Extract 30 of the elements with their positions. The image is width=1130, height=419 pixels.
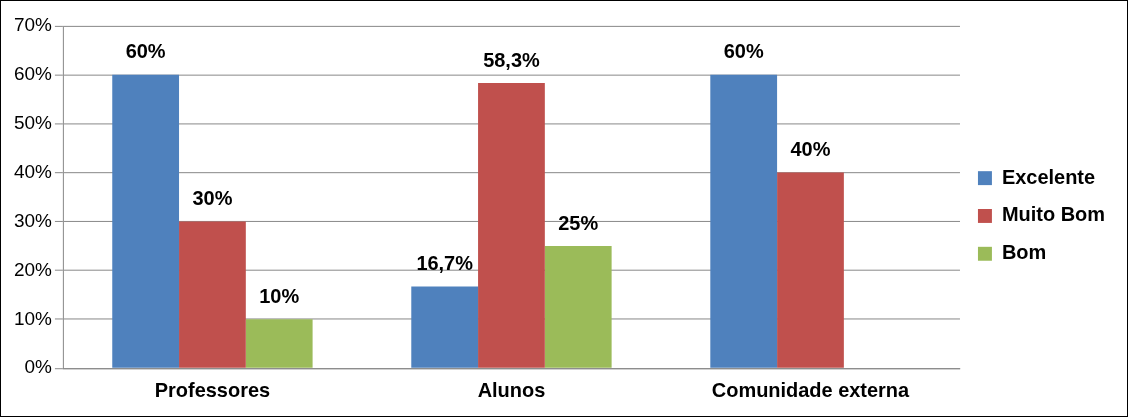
y-tick-label: 20% (14, 258, 53, 280)
data-label: 25% (558, 211, 599, 234)
x-tick-label: Alunos (477, 378, 546, 401)
data-label: 10% (259, 284, 300, 307)
bar (478, 83, 545, 368)
y-tick-label: 30% (14, 209, 53, 231)
x-tick-label: Professores (154, 378, 271, 401)
bar (544, 245, 612, 368)
bar (179, 221, 246, 368)
data-label: 58,3% (483, 48, 541, 71)
x-tick-label: Comunidade externa (711, 378, 911, 401)
data-label: 40% (790, 138, 831, 161)
bar (112, 74, 180, 368)
y-tick-label: 0% (24, 356, 53, 378)
y-tick-label: 10% (14, 307, 53, 329)
bar (245, 319, 313, 368)
bar (710, 74, 778, 368)
legend-label: Muito Bom (1001, 203, 1105, 226)
data-label: 60% (723, 40, 764, 63)
data-label: 16,7% (416, 252, 474, 275)
legend-label: Excelente (1001, 165, 1096, 188)
y-tick-label: 50% (14, 111, 53, 133)
legend-label: Bom (1001, 241, 1047, 264)
y-tick-label: 40% (14, 160, 53, 182)
bar (411, 286, 479, 368)
bar (777, 172, 844, 368)
data-label: 60% (125, 40, 166, 63)
data-label: 30% (192, 187, 233, 210)
y-tick-label: 70% (14, 14, 53, 36)
y-tick-label: 60% (14, 63, 53, 84)
